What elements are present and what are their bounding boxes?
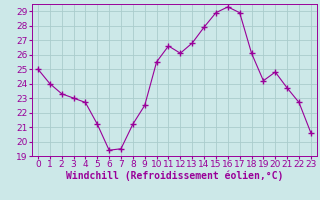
X-axis label: Windchill (Refroidissement éolien,°C): Windchill (Refroidissement éolien,°C) — [66, 171, 283, 181]
